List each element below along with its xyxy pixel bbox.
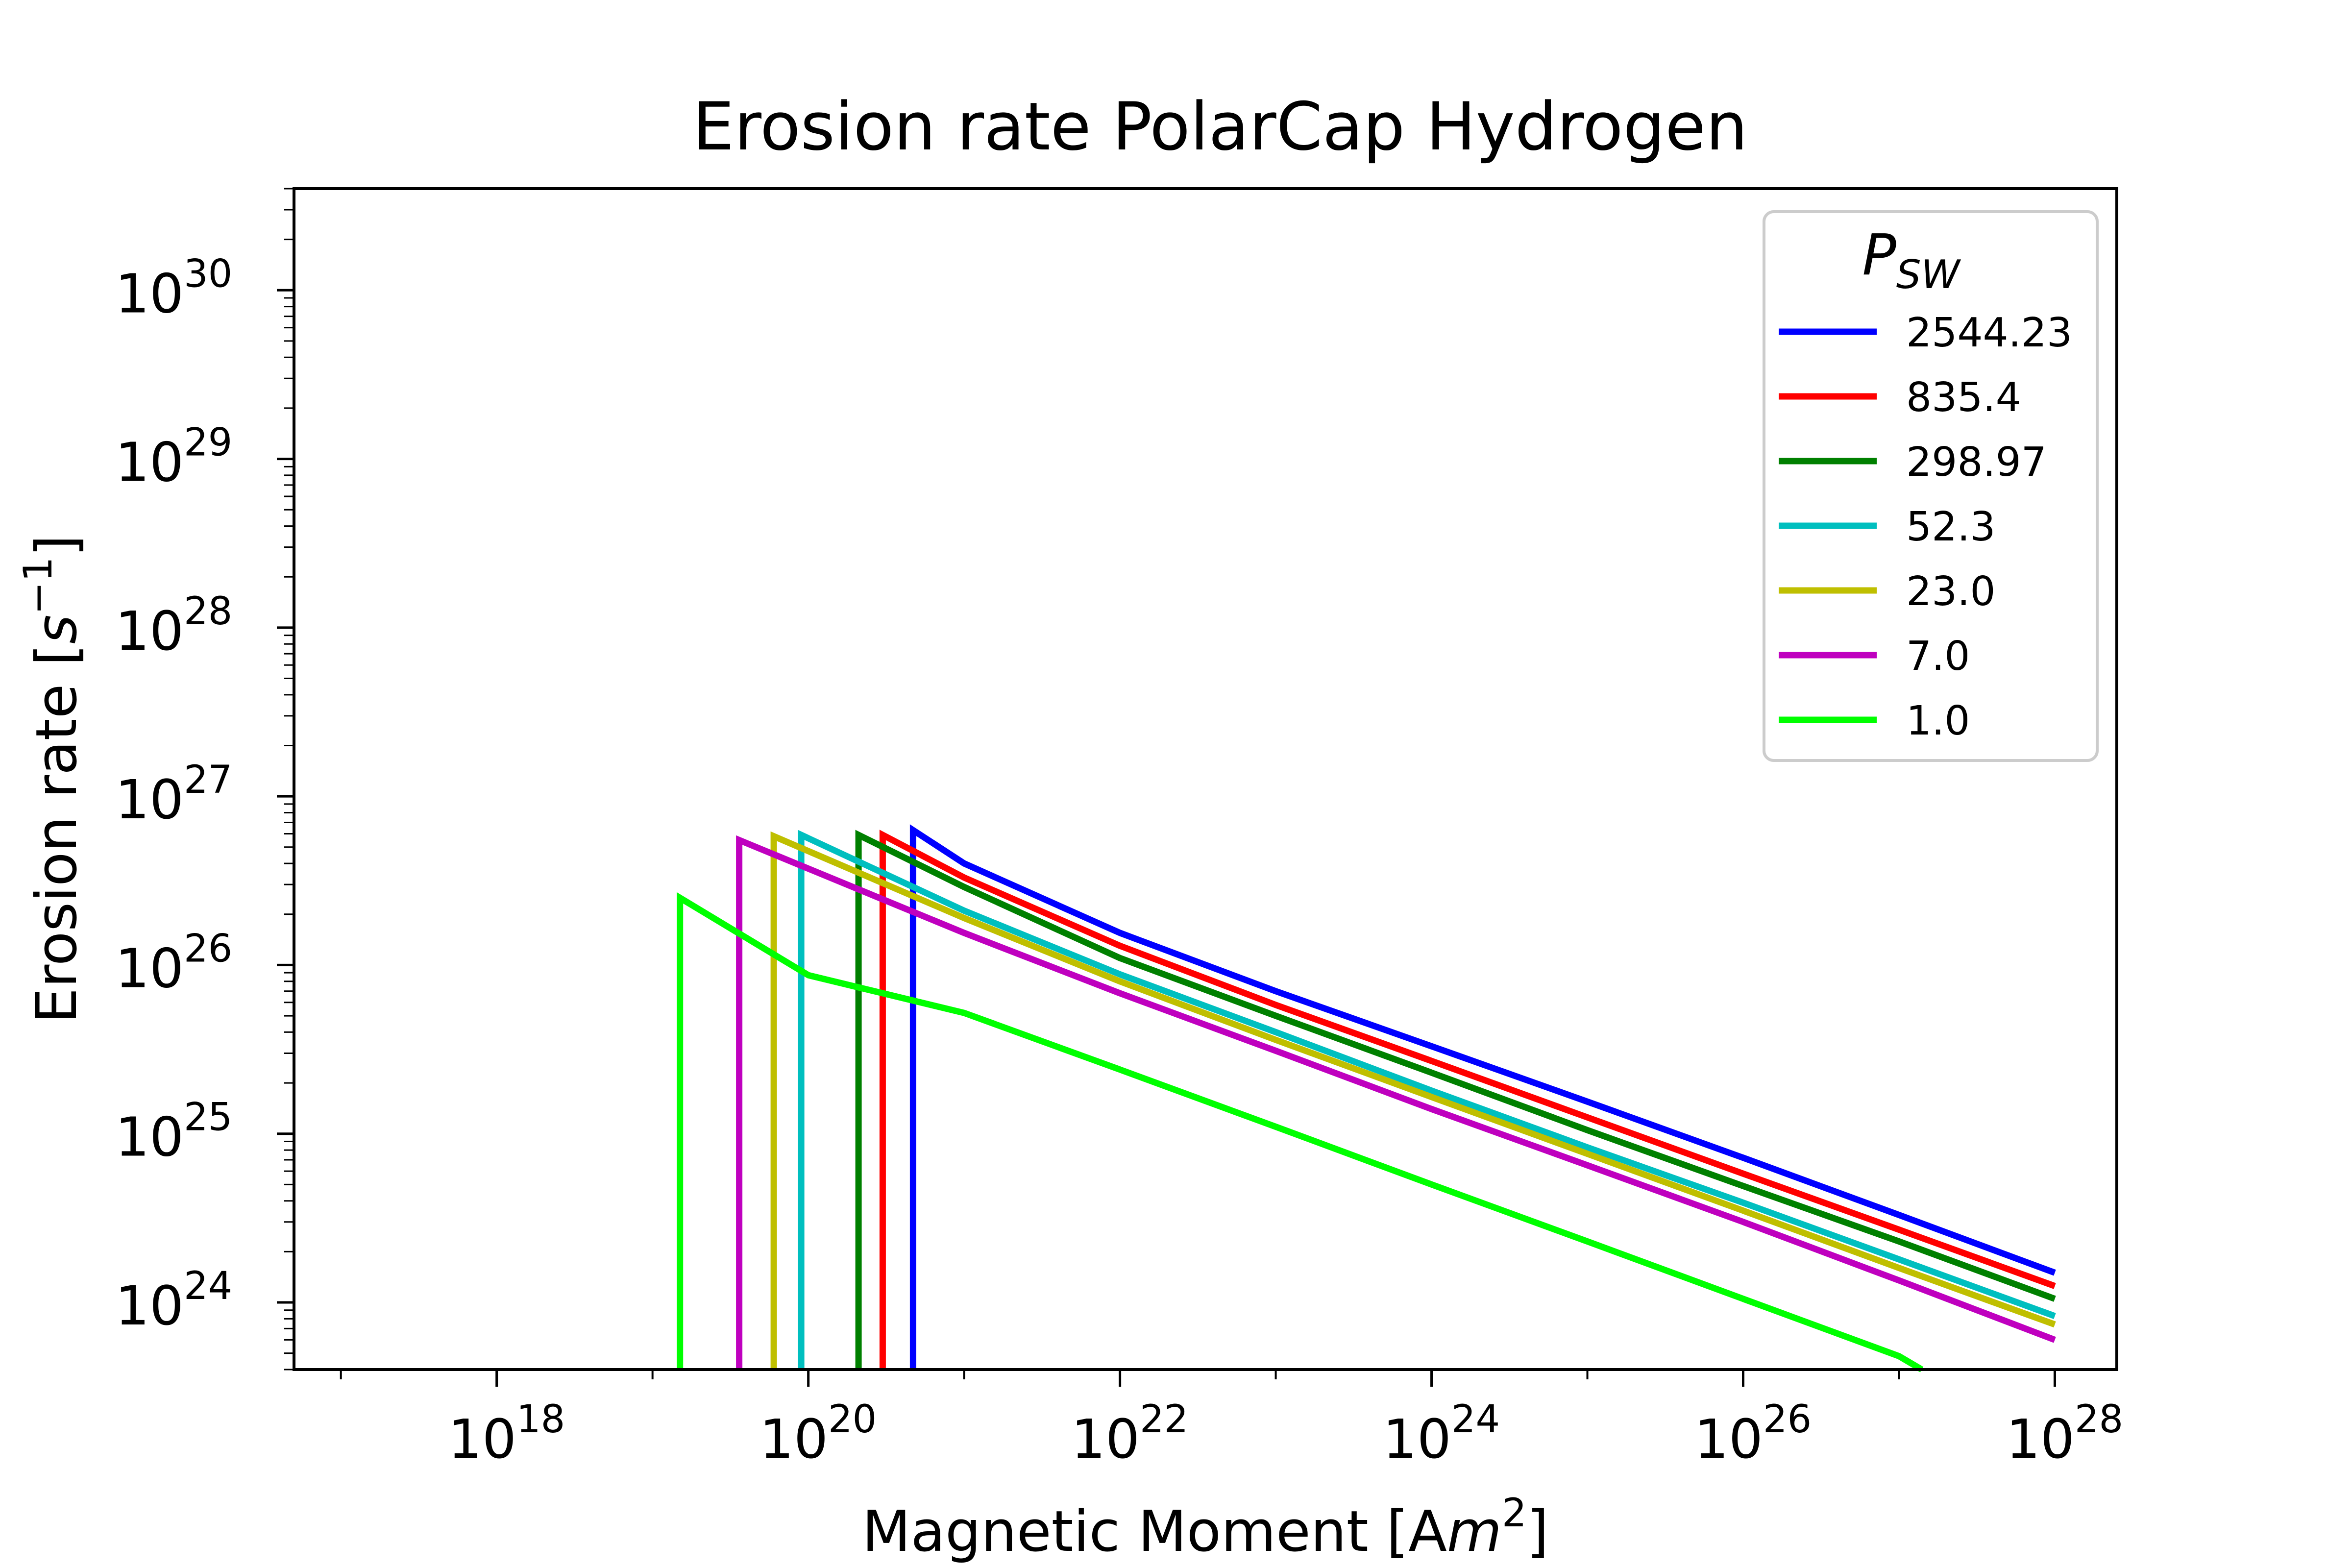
series-line-4 (798, 830, 2056, 1370)
x-axis-ticks: 1018 1020 1022 1024 1026 1028 (340, 1370, 2123, 1470)
legend-label-3: 298.97 (1906, 439, 2047, 486)
series-line-6 (736, 835, 2056, 1370)
series-line-5 (770, 831, 2056, 1370)
chart-title: Erosion rate PolarCap Hydrogen (692, 88, 1748, 165)
series-line-3 (855, 830, 2056, 1370)
legend-entries: 2544.23 835.4 298.97 52.3 23.0 7.0 1.0 (1779, 310, 2072, 744)
series-line-2 (879, 830, 2056, 1370)
y-tick-label: 1029 (115, 421, 232, 494)
legend-label-7: 1.0 (1906, 698, 1970, 744)
series-line-1 (909, 824, 2056, 1370)
y-tick-label: 1025 (115, 1096, 232, 1169)
y-tick-label: 1027 (115, 758, 232, 831)
legend-label-5: 23.0 (1906, 568, 1996, 615)
y-tick-label: 1028 (115, 589, 232, 662)
y-tick-label: 1030 (115, 252, 232, 325)
y-axis-label: Erosion rate [s−1] (15, 535, 90, 1023)
series-line-7 (677, 892, 1924, 1372)
x-axis-label: Magnetic Moment [Am2] (862, 1490, 1548, 1565)
x-tick-label: 1022 (1071, 1397, 1188, 1470)
x-tick-label: 1026 (1694, 1397, 1812, 1470)
legend-label-2: 835.4 (1906, 374, 2021, 421)
x-tick-label: 1018 (448, 1397, 565, 1470)
legend-label-1: 2544.23 (1906, 310, 2072, 356)
plot-frame (293, 187, 2118, 1371)
legend: PSW 2544.23 835.4 298.97 52.3 23.0 7.0 1.0 (1763, 210, 2099, 762)
x-tick-label: 1024 (1383, 1397, 1500, 1470)
legend-title: PSW (1862, 222, 1961, 297)
legend-label-6: 7.0 (1906, 633, 1970, 680)
y-tick-label: 1026 (115, 927, 232, 1000)
legend-box (1763, 210, 2099, 762)
x-tick-label: 1028 (2006, 1397, 2123, 1470)
y-axis-ticks: 1024 1025 1026 1027 1028 1029 1030 (115, 188, 294, 1371)
y-tick-label: 1024 (115, 1264, 232, 1337)
legend-label-4: 52.3 (1906, 504, 1996, 550)
plot-lines (677, 824, 2056, 1372)
x-tick-label: 1020 (760, 1397, 877, 1470)
